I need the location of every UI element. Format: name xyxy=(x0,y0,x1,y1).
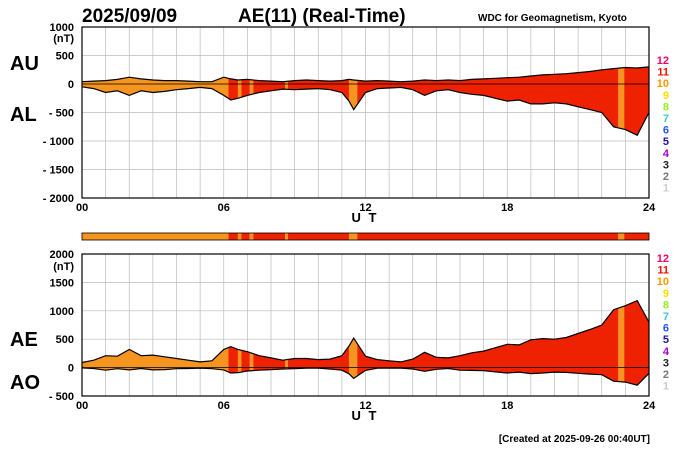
y-tick-label: - 1500 xyxy=(43,165,74,177)
legend-entry: 10 xyxy=(657,276,669,288)
legend-entry: 4 xyxy=(663,148,670,160)
legend-entry: 2 xyxy=(663,171,669,183)
legend-entry: 10 xyxy=(657,78,669,90)
legend-entry: 5 xyxy=(663,136,669,148)
station-bar-segment xyxy=(82,233,229,240)
al-side-label: AL xyxy=(10,104,37,126)
y-tick-label: - 1000 xyxy=(43,136,74,148)
au-side-label: AU xyxy=(10,53,39,75)
legend-entry: 7 xyxy=(663,113,669,125)
legend-entry: 5 xyxy=(663,334,669,346)
x-tick-label: 00 xyxy=(76,400,88,412)
x-tick-label: 18 xyxy=(501,202,513,214)
x-tick-label: 12 xyxy=(359,400,371,412)
source-label: WDC for Geomagnetism, Kyoto xyxy=(478,13,627,24)
y-tick-label: 500 xyxy=(56,334,74,346)
ae-side-label: AE xyxy=(10,329,38,351)
station-bar-segment xyxy=(285,233,289,240)
y-tick-label: 2000 xyxy=(50,249,74,261)
bottom-unit-label: (nT) xyxy=(53,261,74,273)
x-tick-label: 00 xyxy=(76,202,88,214)
plot-frame xyxy=(81,253,650,397)
legend-entry: 2 xyxy=(663,369,669,381)
legend-entry: 1 xyxy=(663,183,669,195)
legend-entry: 3 xyxy=(663,357,669,369)
legend-entry: 6 xyxy=(663,125,669,137)
y-tick-label: 500 xyxy=(56,51,74,63)
plot-frame xyxy=(81,26,650,199)
station-bar-segment xyxy=(249,233,254,240)
station-bar-segment xyxy=(357,233,619,240)
station-bar-segment xyxy=(618,233,625,240)
x-tick-label: 24 xyxy=(643,400,656,412)
legend-entry: 12 xyxy=(657,55,669,67)
bottom-x-axis-label: U T xyxy=(352,408,379,423)
date-title: 2025/09/09 xyxy=(82,6,177,27)
station-bar-segment xyxy=(228,233,238,240)
legend-entry: 7 xyxy=(663,311,669,323)
legend-entry: 1 xyxy=(663,381,669,393)
y-tick-label: 1000 xyxy=(50,306,74,318)
station-bar-segment xyxy=(624,233,649,240)
y-tick-label: 0 xyxy=(68,363,74,375)
legend-entry: 9 xyxy=(663,288,669,300)
legend-entry: 11 xyxy=(657,265,669,277)
station-bar-segment xyxy=(253,233,286,240)
created-timestamp: [Created at 2025-09-26 00:40UT] xyxy=(499,434,650,445)
ao-side-label: AO xyxy=(10,372,40,394)
x-tick-label: 24 xyxy=(643,202,656,214)
legend-entry: 3 xyxy=(663,159,669,171)
legend-entry: 4 xyxy=(663,346,670,358)
series-line-al xyxy=(81,86,650,137)
legend-entry: 8 xyxy=(663,299,669,311)
chart-title: AE(11) (Real-Time) xyxy=(238,6,406,27)
y-tick-label: - 500 xyxy=(49,108,74,120)
station-bar-segment xyxy=(288,233,349,240)
y-tick-label: - 2000 xyxy=(43,193,74,205)
area-fill-station-11 xyxy=(228,300,649,386)
top-x-axis-label: U T xyxy=(352,210,379,225)
legend-entry: 6 xyxy=(663,323,669,335)
series-line-au xyxy=(81,66,650,83)
y-tick-label: 0 xyxy=(68,79,74,91)
legend-entry: 9 xyxy=(663,90,669,102)
legend-entry: 8 xyxy=(663,101,669,113)
x-tick-label: 06 xyxy=(218,202,230,214)
station-count-bar xyxy=(81,232,650,241)
legend-entry: 11 xyxy=(657,67,669,79)
x-tick-label: 06 xyxy=(218,400,230,412)
series-line-ae xyxy=(81,299,650,364)
y-tick-label: 1000 xyxy=(50,22,74,34)
station-bar-frame xyxy=(81,232,650,241)
legend-entry: 12 xyxy=(657,253,669,265)
top-unit-label: (nT) xyxy=(53,33,74,45)
x-tick-label: 12 xyxy=(359,202,371,214)
station-bar-segment xyxy=(241,233,250,240)
y-tick-label: - 500 xyxy=(49,391,74,403)
station-bar-segment xyxy=(237,233,242,240)
series-line-ao xyxy=(81,367,650,386)
y-tick-label: 1500 xyxy=(50,277,74,289)
x-tick-label: 18 xyxy=(501,400,513,412)
station-bar-segment xyxy=(348,233,358,240)
